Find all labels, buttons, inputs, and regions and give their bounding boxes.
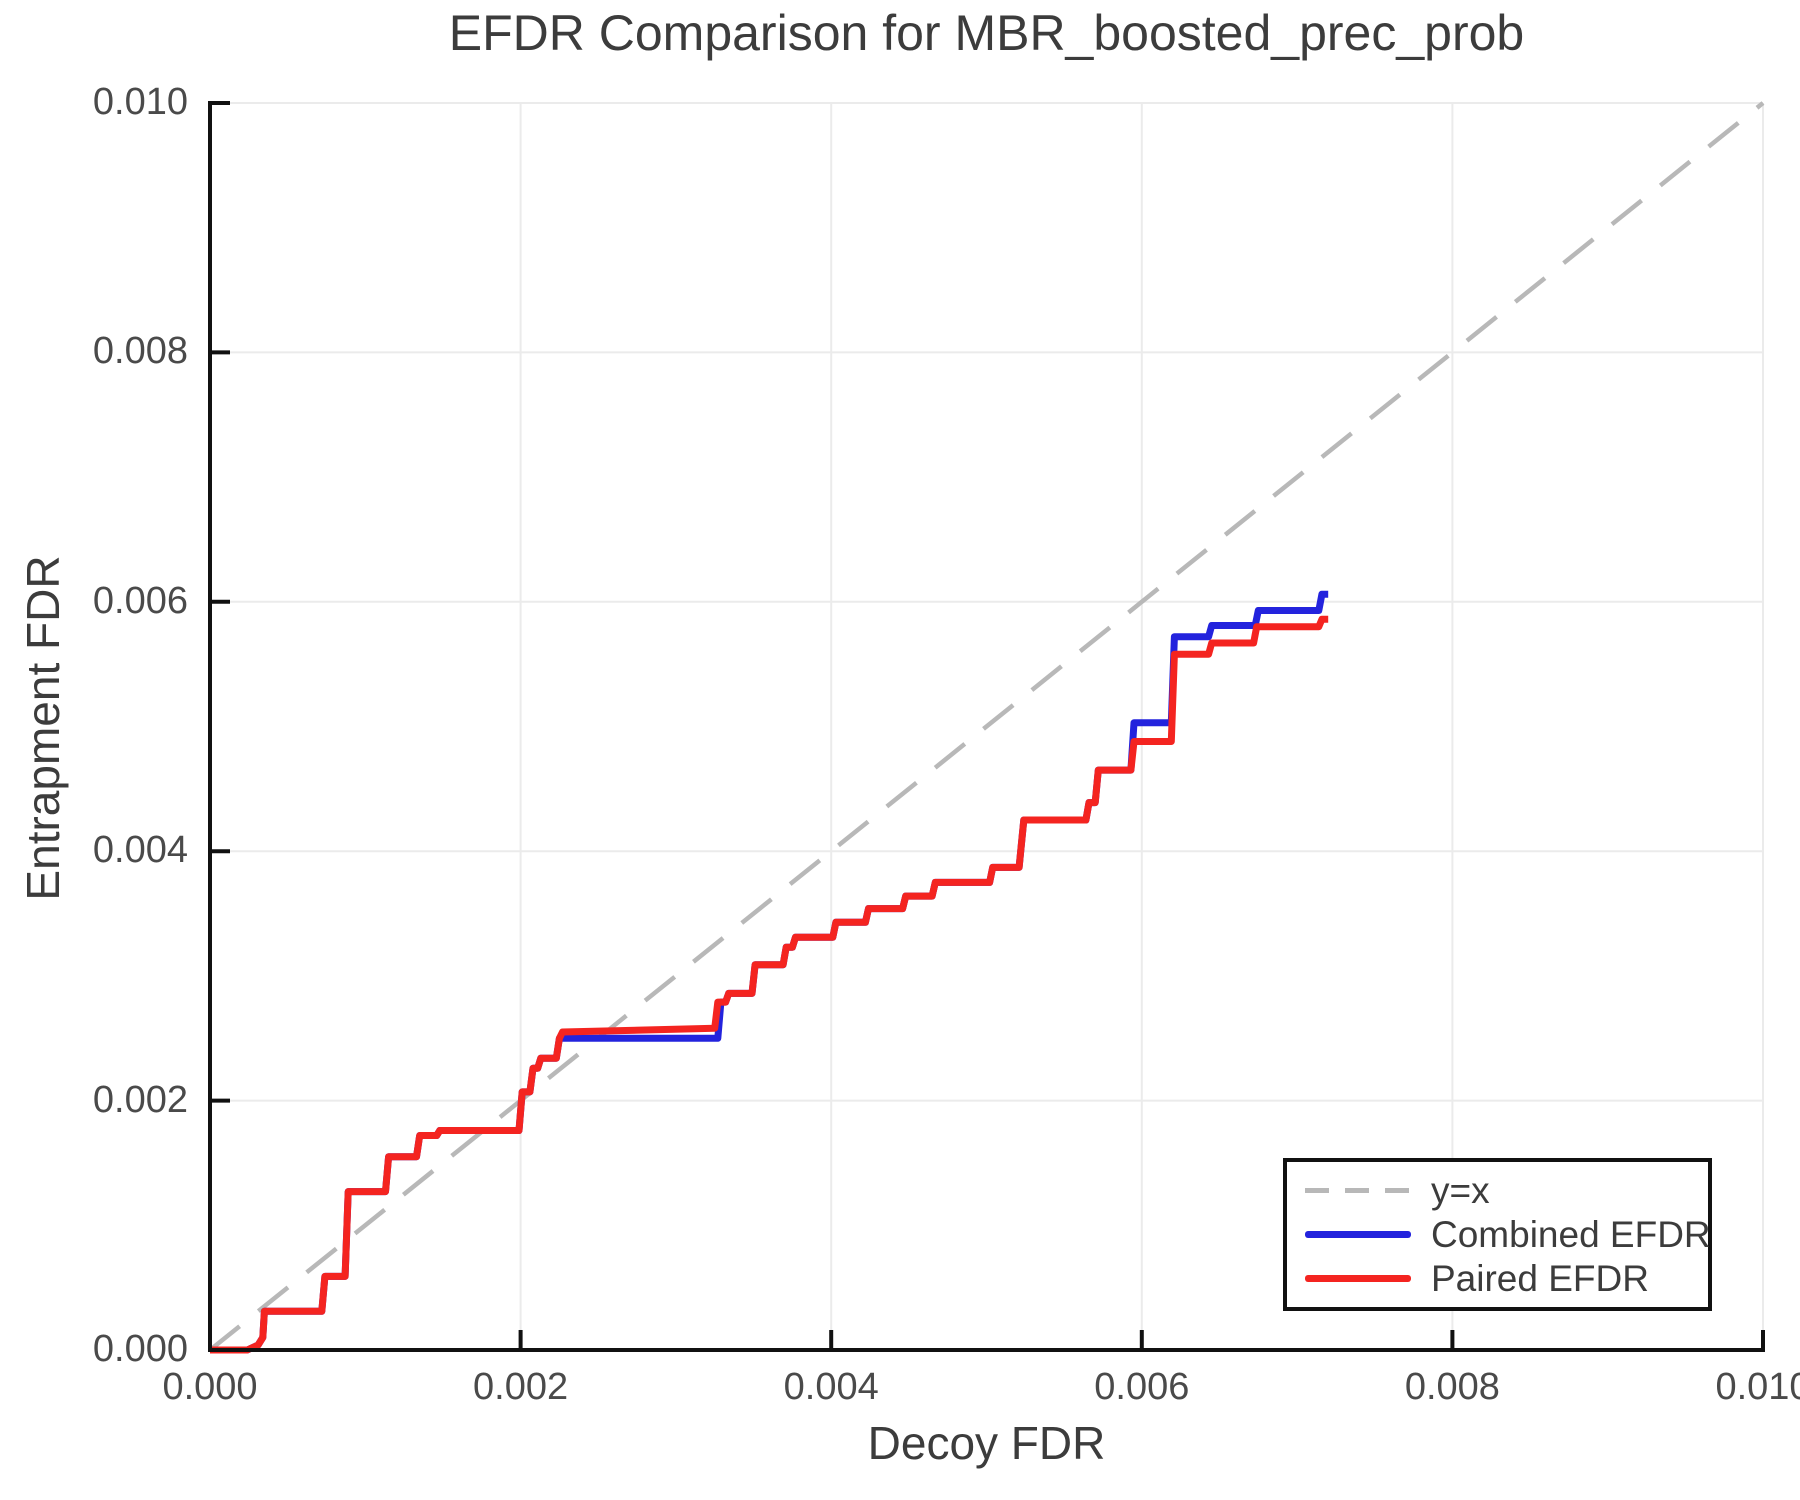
legend-label: Paired EFDR [1431,1257,1649,1299]
gridlines [210,102,1764,1350]
series-lines [210,590,1329,1354]
x-tick-label: 0.010 [1715,1366,1800,1408]
legend-row-paired: Paired EFDR [1305,1257,1708,1299]
legend: y=x Combined EFDR Paired EFDR [1283,1158,1712,1311]
chart-title: EFDR Comparison for MBR_boosted_prec_pro… [448,5,1525,61]
x-tick-label: 0.008 [1404,1366,1500,1408]
y-tick-label: 0.008 [92,330,188,373]
combined-efdr-line [210,590,1329,1354]
y-tick-label: 0.006 [92,579,188,622]
legend-swatch-dashed-line [1305,1188,1411,1193]
axis-spines [208,101,1765,1352]
reference-line-group [208,101,1765,1352]
x-axis-label: Decoy FDR [867,1417,1106,1469]
x-tick-label: 0.002 [473,1366,569,1408]
legend-row-yx: y=x [1305,1169,1708,1211]
y-tick-label: 0.004 [92,829,188,872]
legend-row-combined: Combined EFDR [1305,1213,1711,1255]
legend-label: Combined EFDR [1431,1213,1711,1255]
legend-swatch-paired-line [1305,1275,1411,1282]
paired-efdr-line [210,615,1329,1354]
x-tick-label: 0.004 [783,1366,879,1408]
legend-label: y=x [1431,1169,1490,1211]
x-tick-label: 0.000 [162,1366,258,1408]
y-tick-label: 0.002 [92,1078,188,1121]
axis-ticks [208,101,1765,1352]
x-tick-label: 0.006 [1094,1366,1190,1408]
legend-swatch-combined-line [1305,1231,1411,1238]
y-tick-label: 0.010 [92,81,188,123]
reference-line [208,101,1765,1352]
y-tick-label: 0.000 [92,1328,188,1370]
